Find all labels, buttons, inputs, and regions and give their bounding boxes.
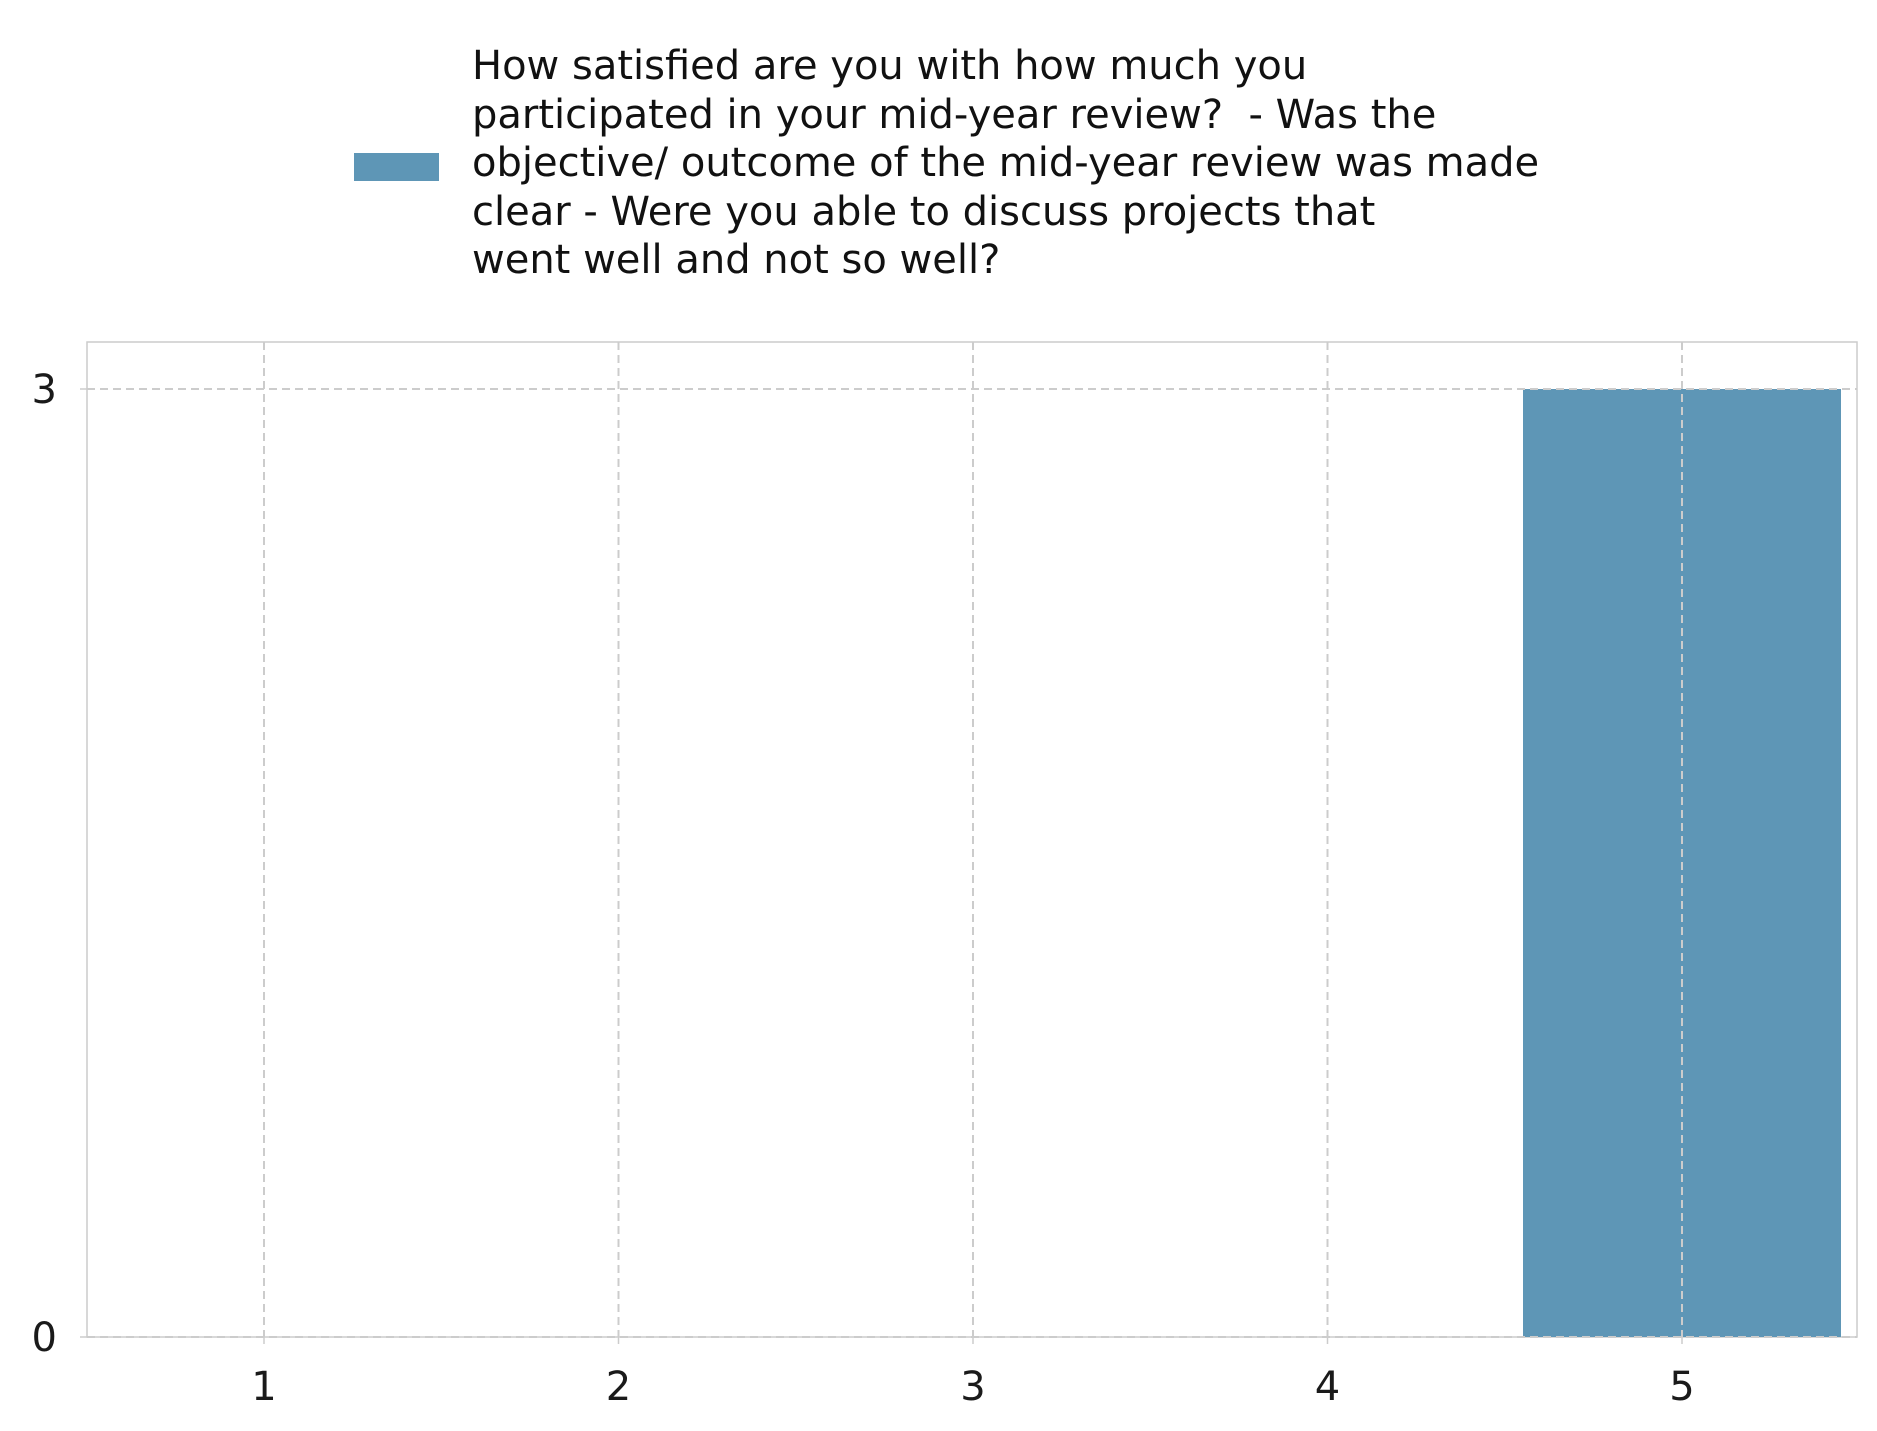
legend-line: objective/ outcome of the mid-year revie…	[472, 140, 1540, 186]
legend-line: participated in your mid-year review? - …	[472, 91, 1437, 138]
y-tick-label: 3	[32, 367, 57, 413]
legend-swatch	[354, 153, 439, 181]
legend-line: clear - Were you able to discuss project…	[472, 188, 1376, 235]
y-tick-label: 0	[32, 1315, 57, 1361]
legend-line: How satisfied are you with how much you	[472, 43, 1308, 89]
x-tick-label: 5	[1669, 1364, 1694, 1410]
x-tick-label: 4	[1315, 1364, 1340, 1410]
x-tick-label: 2	[606, 1364, 631, 1410]
x-tick-label: 3	[960, 1364, 985, 1410]
x-tick-label: 1	[251, 1364, 276, 1410]
legend-label: How satisfied are you with how much you …	[472, 42, 1672, 285]
legend-line: went well and not so well?	[472, 237, 1001, 283]
